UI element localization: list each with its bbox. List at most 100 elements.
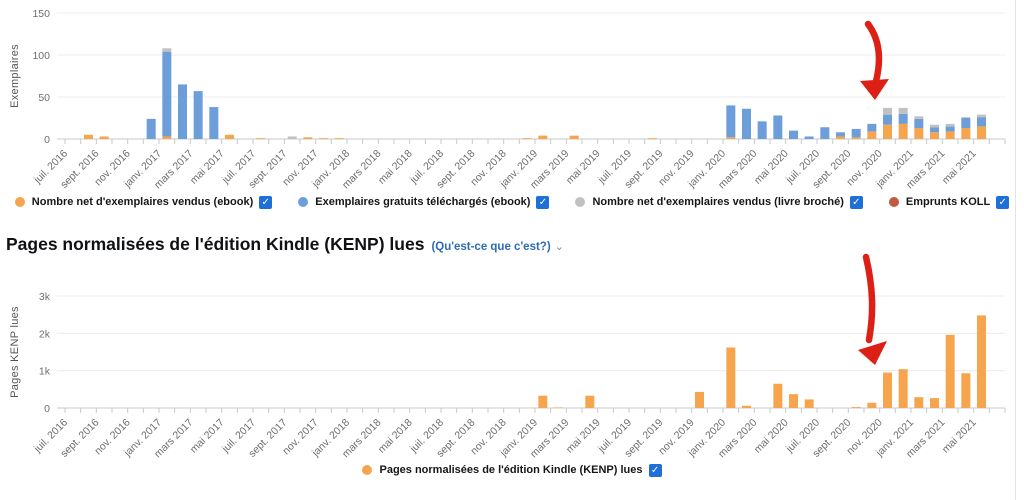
bar-segment — [726, 137, 736, 139]
legend-label: Emprunts KOLL — [905, 196, 991, 208]
bar-segment — [836, 132, 845, 137]
legend-item: Pages normalisées de l'édition Kindle (K… — [362, 463, 662, 477]
bar-segment — [742, 108, 751, 139]
bar-segment — [554, 407, 563, 408]
bar-segment — [867, 123, 877, 132]
series-checkbox[interactable]: ✓ — [996, 195, 1010, 209]
legend-label: Nombre net d'exemplaires vendus (livre b… — [592, 196, 844, 208]
series-checkbox[interactable]: ✓ — [648, 463, 662, 477]
bar-segment — [945, 131, 955, 139]
bar-segment — [804, 399, 814, 408]
bar-segment — [789, 130, 798, 139]
series-color-dot-icon — [575, 197, 586, 207]
x-tick-label: mai 2018 — [376, 148, 415, 187]
bar-segment — [726, 347, 736, 408]
legend-label: Nombre net d'exemplaires vendus (ebook) — [31, 196, 254, 208]
y-tick-label: 0 — [44, 403, 50, 415]
bar-segment — [162, 136, 172, 139]
y-axis-title: Exemplaires — [9, 44, 21, 108]
legend-item: Emprunts KOLL ✓ — [888, 195, 1010, 209]
series-color-dot-icon — [14, 197, 25, 207]
bar-segment — [178, 84, 187, 139]
chevron-down-icon[interactable]: ⌄ — [554, 241, 564, 253]
bar-segment — [883, 114, 892, 125]
bar-segment — [851, 128, 861, 138]
bar-segment — [695, 391, 704, 408]
bar-segment — [742, 405, 751, 408]
bar-segment — [898, 107, 908, 114]
bar-segment — [773, 115, 783, 139]
bar-segment — [977, 126, 986, 139]
bar-segment — [851, 407, 861, 408]
bar-segment — [930, 132, 939, 139]
series-checkbox[interactable]: ✓ — [849, 195, 863, 209]
x-tick-label: mai 2021 — [940, 148, 979, 187]
bar-segment — [804, 136, 814, 139]
bar-segment — [256, 138, 266, 139]
legend-item: Exemplaires gratuits téléchargés (ebook)… — [298, 195, 550, 209]
exemplaires-legend: Nombre net d'exemplaires vendus (ebook) ✓… — [0, 194, 1024, 210]
bar-segment — [146, 118, 156, 139]
bar-segment — [883, 124, 892, 139]
x-tick-label: mai 2017 — [188, 417, 227, 456]
y-tick-label: 150 — [32, 8, 50, 20]
bar-segment — [930, 127, 939, 133]
bar-segment — [883, 107, 892, 115]
x-tick-label: mai 2019 — [564, 417, 603, 456]
bar-segment — [193, 91, 203, 139]
kenp-section-title: Pages normalisées de l'édition Kindle (K… — [6, 234, 1024, 258]
x-tick-label: mai 2021 — [940, 417, 979, 456]
x-tick-label: mai 2017 — [188, 148, 227, 187]
bar-segment — [84, 134, 93, 139]
whatis-link[interactable]: (Qu'est-ce que c'est?) — [431, 241, 551, 253]
legend-item: Nombre net d'exemplaires vendus (livre b… — [575, 195, 863, 209]
bar-segment — [961, 373, 971, 408]
series-color-dot-icon — [298, 197, 309, 207]
bar-segment — [961, 118, 971, 129]
bar-segment — [303, 137, 313, 139]
bar-segment — [569, 135, 579, 139]
y-tick-label: 2k — [39, 328, 51, 340]
bar-segment — [867, 402, 877, 408]
bar-segment — [538, 135, 548, 139]
bar-segment — [726, 105, 736, 138]
bar-segment — [883, 372, 892, 408]
series-checkbox[interactable]: ✓ — [536, 195, 550, 209]
bar-segment — [851, 137, 861, 139]
bar-segment — [961, 117, 971, 118]
x-tick-label: mai 2020 — [752, 148, 791, 187]
legend-label: Pages normalisées de l'édition Kindle (K… — [379, 464, 643, 476]
bar-segment — [585, 395, 595, 408]
bar-segment — [961, 128, 971, 139]
bar-segment — [287, 136, 297, 139]
bar-segment — [945, 123, 955, 127]
x-tick-label: mai 2019 — [564, 148, 603, 187]
y-axis-title: Pages KENP lues — [9, 306, 21, 398]
series-color-dot-icon — [362, 465, 373, 475]
bar-segment — [162, 48, 172, 52]
bar-segment — [225, 134, 234, 139]
bar-segment — [898, 113, 908, 124]
bar-segment — [538, 395, 548, 408]
bar-segment — [99, 136, 109, 139]
series-checkbox[interactable]: ✓ — [259, 195, 273, 209]
bar-segment — [162, 51, 172, 137]
bar-segment — [914, 397, 924, 408]
bar-segment — [334, 138, 344, 139]
bar-segment — [977, 114, 986, 118]
bar-segment — [522, 138, 532, 139]
bar-segment — [945, 334, 955, 408]
legend-label: Exemplaires gratuits téléchargés (ebook) — [315, 196, 531, 208]
x-tick-label: mai 2018 — [376, 417, 415, 456]
bar-segment — [648, 138, 657, 139]
bar-segment — [898, 123, 908, 139]
y-tick-label: 1k — [39, 366, 51, 378]
bar-segment — [789, 394, 798, 408]
bar-segment — [820, 127, 830, 139]
kenp-legend: Pages normalisées de l'édition Kindle (K… — [0, 462, 1024, 478]
chart-right-border — [1015, 0, 1016, 500]
bar-segment — [209, 107, 219, 139]
